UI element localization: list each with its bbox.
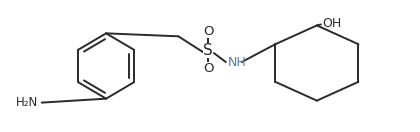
Text: H₂N: H₂N [16, 96, 38, 109]
Text: S: S [203, 43, 213, 58]
Text: O: O [203, 25, 213, 38]
Text: O: O [203, 62, 213, 76]
Text: NH: NH [228, 56, 247, 69]
Text: OH: OH [322, 17, 341, 30]
